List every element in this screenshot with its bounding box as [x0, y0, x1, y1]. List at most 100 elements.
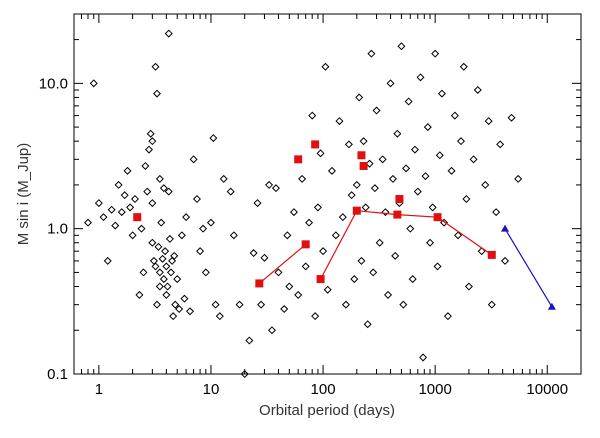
red-square-point	[359, 161, 368, 170]
diamond-point	[209, 134, 218, 143]
tick-labels: 1 10 100 1000 10000 0.1 1.0 10.0	[39, 75, 568, 398]
diamond-point	[159, 275, 168, 284]
diamond-point	[335, 117, 344, 126]
diamond-point	[372, 106, 381, 115]
diamond-point	[369, 268, 378, 277]
diamond-point	[492, 208, 501, 217]
diamond-point	[162, 262, 171, 271]
diamond-point	[431, 49, 440, 58]
diamond-point	[126, 203, 135, 212]
diamond-point	[164, 29, 173, 38]
diamond-point	[170, 251, 179, 260]
diamond-point	[423, 123, 432, 132]
diamond-point	[462, 194, 471, 204]
diamond-point	[151, 62, 160, 71]
diamond-point	[103, 256, 112, 265]
diamond-point	[285, 282, 294, 291]
diamond-point	[350, 275, 359, 284]
diamond-point	[347, 191, 356, 200]
diamond-point	[323, 285, 332, 294]
diamond-point	[363, 320, 372, 329]
diamond-point	[367, 49, 376, 58]
diamond-point	[229, 231, 238, 240]
data-marks	[83, 29, 556, 379]
diamond-point	[384, 290, 393, 299]
diamond-point	[152, 89, 161, 98]
plot-frame	[73, 13, 582, 375]
diamond-point	[487, 300, 496, 309]
diamond-point	[450, 111, 459, 120]
red-square-point	[133, 213, 142, 222]
diamond-point	[148, 238, 157, 247]
diamond-point	[507, 113, 516, 122]
y-tick-label: 10.0	[39, 75, 68, 92]
diamond-point	[473, 85, 482, 94]
diamond-point	[155, 268, 164, 277]
diamond-point	[361, 203, 370, 212]
diamond-point	[111, 221, 120, 230]
red-square-point	[393, 210, 402, 219]
diamond-point	[355, 93, 364, 102]
diamond-point	[294, 290, 303, 299]
diamond-point	[260, 253, 269, 262]
diamond-point	[189, 155, 198, 164]
diamond-point	[196, 247, 205, 256]
red-square-point	[301, 240, 310, 249]
blue-triangle-point	[501, 224, 510, 232]
diamond-point	[182, 213, 191, 222]
series-line	[504, 228, 553, 308]
diamond-point	[419, 353, 428, 362]
diamond-point	[402, 164, 411, 173]
diamond-point	[316, 149, 325, 158]
diamond-point	[443, 312, 452, 321]
blue-triangle-point	[547, 302, 556, 310]
diamond-point	[514, 174, 523, 183]
diamond-point	[240, 369, 249, 379]
diamond-point	[308, 111, 317, 120]
diamond-point	[298, 174, 307, 183]
diamond-point	[274, 268, 283, 277]
diamond-point	[151, 262, 160, 271]
diamond-point	[114, 180, 123, 189]
diamond-point	[155, 282, 164, 291]
red-square-point	[357, 151, 366, 160]
diamond-point	[139, 268, 148, 277]
diamond-point	[245, 336, 254, 345]
plot-area-frame	[73, 13, 582, 375]
red-square-point	[352, 206, 361, 215]
y-tick-label: 1.0	[47, 221, 68, 238]
diamond-point	[123, 166, 132, 175]
diamond-point	[206, 218, 215, 227]
diamond-point	[378, 155, 387, 164]
diamond-point	[94, 199, 103, 208]
diamond-point	[280, 305, 289, 314]
diamond-point	[433, 262, 442, 271]
diamond-point	[253, 199, 262, 208]
y-axis-label: M sin i (M_Jup)	[15, 143, 32, 246]
diamond-point	[327, 166, 336, 175]
diamond-point	[164, 187, 173, 196]
diamond-point	[120, 191, 129, 200]
diamond-point	[289, 208, 298, 217]
red-square-point	[316, 275, 325, 284]
series-line	[320, 210, 493, 280]
diamond-point	[169, 312, 178, 321]
diamond-point	[157, 218, 166, 227]
diamond-point	[168, 256, 177, 265]
diamond-point	[173, 275, 182, 284]
red-square-point	[487, 250, 496, 259]
diamond-point	[331, 231, 340, 240]
diamond-point	[128, 231, 137, 240]
diamond-point	[130, 194, 139, 204]
diamond-point	[426, 238, 435, 247]
diamond-point	[166, 268, 176, 277]
diamond-point	[148, 137, 157, 146]
diamond-point	[171, 300, 180, 309]
diamond-point	[359, 137, 368, 146]
diamond-point	[408, 275, 417, 284]
diamond-point	[162, 290, 171, 299]
diamond-point	[454, 231, 463, 240]
diamond-point	[388, 174, 397, 183]
diamond-point	[144, 145, 154, 154]
red-square-point	[311, 140, 320, 149]
